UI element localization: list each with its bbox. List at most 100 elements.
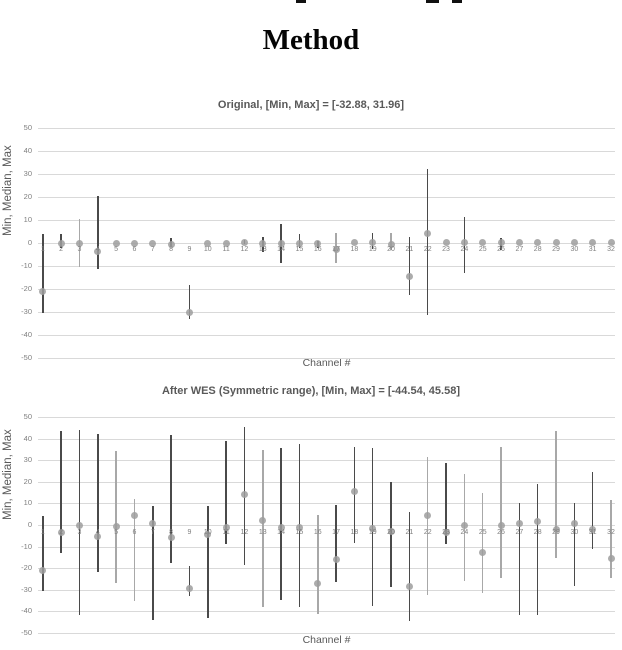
channel-label: 27	[515, 529, 524, 536]
median-marker	[259, 239, 267, 247]
y-axis-tick-label: 0	[27, 520, 32, 529]
y-axis-tick-label: 20	[23, 476, 32, 486]
gridline	[38, 335, 615, 336]
whisker-line	[426, 456, 429, 595]
median-marker	[222, 523, 230, 531]
gridline	[38, 568, 615, 570]
y-axis-tick-label: -50	[21, 353, 32, 362]
gridline	[38, 220, 615, 221]
x-axis-title: Channel #	[302, 357, 351, 369]
whisker-line	[518, 503, 521, 616]
whisker-line	[152, 505, 154, 621]
whisker-line	[170, 434, 172, 563]
median-marker	[259, 516, 267, 524]
y-axis-tick-label: 40	[23, 146, 32, 155]
channel-label: 9	[187, 246, 192, 253]
gridline	[38, 312, 615, 313]
median-marker	[479, 548, 487, 556]
median-marker	[222, 239, 230, 247]
channel-label: 31	[588, 529, 597, 536]
gridline	[38, 197, 615, 198]
chart-title: After WES (Symmetric range), [Min, Max] …	[161, 385, 460, 397]
channel-label: 23	[442, 529, 450, 536]
whisker-line	[262, 450, 264, 608]
y-axis-tick-label: 50	[23, 412, 32, 421]
gridline	[38, 358, 615, 359]
whisker-line	[133, 498, 136, 601]
median-marker	[314, 579, 322, 587]
channel-label: 10	[203, 246, 212, 253]
whisker-line	[591, 472, 594, 549]
channel-label: 15	[295, 529, 304, 536]
channel-label: 25	[478, 246, 487, 253]
median-marker	[607, 554, 615, 562]
channel-label: 15	[295, 246, 304, 253]
whisker-line	[42, 233, 44, 314]
gridline	[38, 289, 615, 290]
page-title: Method	[262, 24, 360, 56]
whisker-line	[555, 431, 557, 559]
median-marker	[570, 519, 578, 527]
median-marker	[497, 521, 505, 529]
channel-label: 23	[442, 246, 450, 253]
whisker-line	[97, 434, 99, 573]
y-axis-tick-label: 20	[23, 192, 32, 201]
channel-label: 18	[350, 529, 359, 536]
chart-original: Original, [Min, Max] = [-32.88, 31.96] M…	[0, 96, 622, 380]
median-marker	[167, 534, 175, 542]
whisker-line	[188, 566, 191, 596]
cropped-text-artifact	[452, 0, 462, 3]
channel-label: 5	[114, 529, 119, 536]
channel-label: 16	[313, 246, 322, 253]
y-axis-tick-label: -40	[21, 606, 32, 616]
median-marker	[387, 240, 395, 248]
median-marker	[57, 239, 65, 247]
y-axis-tick-label: -20	[21, 284, 32, 293]
channel-label: 5	[114, 246, 119, 253]
median-marker	[369, 238, 377, 246]
whisker-line	[207, 505, 209, 618]
median-marker	[112, 239, 120, 247]
channel-label: 9	[187, 529, 192, 536]
median-marker	[442, 529, 450, 537]
gridline	[38, 503, 615, 505]
whisker-line	[97, 195, 99, 269]
channel-label: 13	[258, 529, 267, 536]
median-marker	[295, 523, 303, 531]
y-axis-tick-label: -10	[21, 261, 32, 270]
gridline	[38, 481, 615, 483]
median-marker	[515, 238, 523, 246]
channel-label: 21	[405, 246, 414, 253]
whisker-line	[353, 447, 356, 544]
channel-label: 2	[59, 529, 64, 536]
channel-label: 31	[588, 246, 597, 253]
channel-label: 3	[77, 246, 82, 253]
channel-label: 3	[77, 529, 82, 536]
cropped-text-artifact	[296, 0, 306, 3]
median-marker	[405, 583, 413, 591]
median-marker	[552, 238, 560, 246]
whisker-line	[536, 483, 539, 616]
median-marker	[277, 523, 285, 531]
median-marker	[130, 239, 138, 247]
channel-label: 19	[368, 246, 377, 253]
channel-label: 7	[150, 246, 155, 253]
gridline	[38, 151, 615, 152]
chart-title: Original, [Min, Max] = [-32.88, 31.96]	[217, 99, 405, 111]
channel-label: 20	[387, 529, 395, 536]
channel-label: 21	[405, 529, 414, 536]
gridline	[38, 633, 615, 634]
y-axis-tick-label: -40	[21, 330, 32, 339]
channel-label: 24	[460, 246, 469, 253]
channel-label: 28	[533, 246, 542, 253]
median-marker	[332, 556, 340, 564]
channel-label: 8	[169, 246, 174, 253]
y-axis-tick-label: -50	[21, 628, 32, 637]
median-marker	[570, 238, 578, 246]
median-marker	[479, 238, 487, 246]
median-marker	[57, 528, 65, 536]
channel-label: 20	[387, 246, 395, 253]
channel-label: 7	[150, 529, 155, 536]
channel-label: 4	[95, 529, 100, 536]
channel-label: 30	[570, 246, 579, 253]
